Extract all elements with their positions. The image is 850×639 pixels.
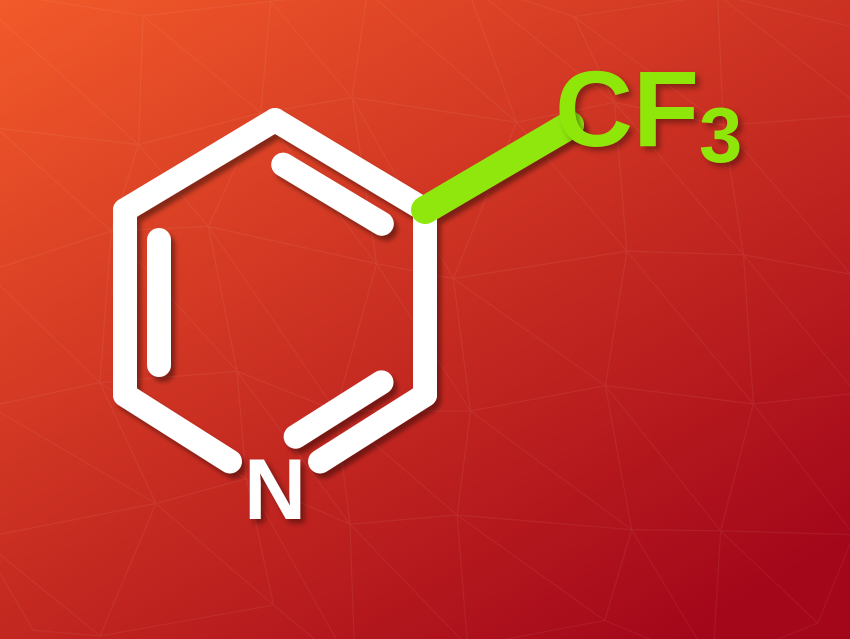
nitrogen-atom-label: N — [244, 447, 306, 533]
cf3-substituent-label: CF3 — [555, 55, 742, 163]
chemical-structure-graphic: CF3 N — [0, 0, 850, 639]
cf3-text: CF — [555, 48, 699, 169]
cf3-subscript: 3 — [699, 93, 742, 179]
